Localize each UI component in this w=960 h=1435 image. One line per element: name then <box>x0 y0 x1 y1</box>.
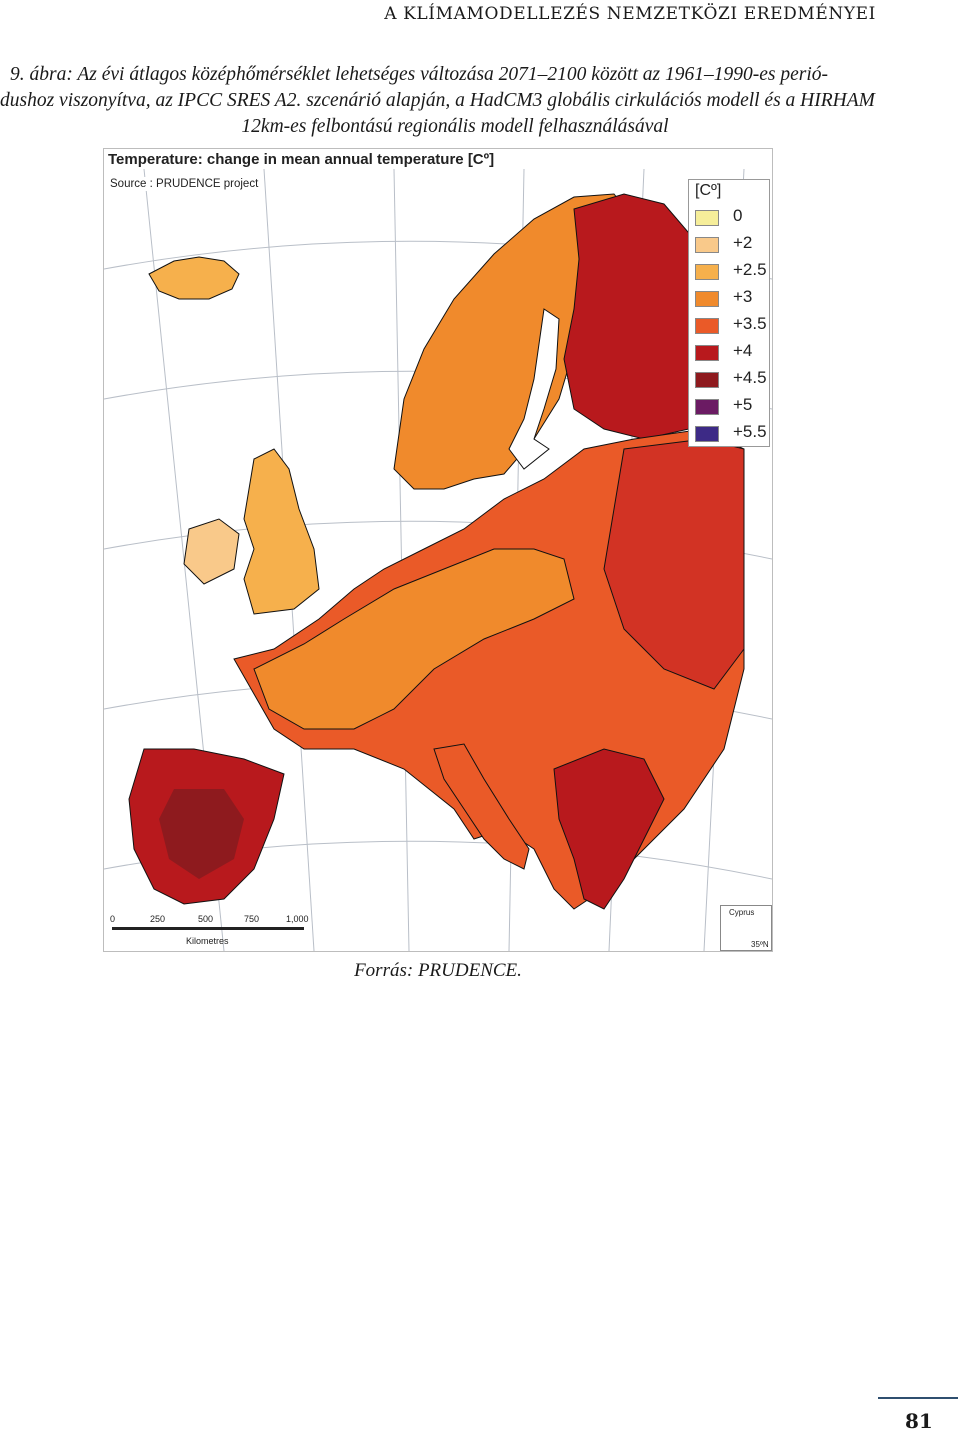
scale-tick-label: 1,000 <box>286 914 309 924</box>
scale-unit: Kilometres <box>186 936 229 946</box>
legend-item: +4 <box>695 341 769 365</box>
figure-caption: 9. ábra: Az évi átlagos középhőmérséklet… <box>0 62 875 140</box>
legend-swatch <box>695 264 719 280</box>
legend-item: +2.5 <box>695 260 769 284</box>
cyprus-inset-latitude: 35ºN <box>751 940 769 949</box>
legend-swatch <box>695 210 719 226</box>
balkans-region <box>553 748 665 910</box>
ireland-region <box>183 518 240 585</box>
page-number: 81 <box>905 1409 933 1433</box>
legend-item: 0 <box>695 206 769 230</box>
iberia-hotspot <box>159 789 244 879</box>
legend-swatch <box>695 399 719 415</box>
legend-item: +2 <box>695 233 769 257</box>
legend-swatch <box>695 372 719 388</box>
legend-swatch <box>695 291 719 307</box>
legend-label: +2 <box>733 233 753 252</box>
scale-tick-label: 750 <box>244 914 260 924</box>
western-europe-region <box>253 548 575 730</box>
temperature-change-map: Temperature: change in mean annual tempe… <box>103 148 773 952</box>
cyprus-inset: Cyprus 35ºN <box>720 905 772 951</box>
figure-source-line: Forrás: PRUDENCE. <box>354 960 522 981</box>
caption-line-3: 12km-es felbontású regionális modell fel… <box>241 116 669 137</box>
map-scale-bar: 0 250 500 750 1,000 Kilometres <box>108 914 318 950</box>
legend-label: +4.5 <box>733 368 767 387</box>
legend-label: +5.5 <box>733 422 767 441</box>
legend-swatch <box>695 318 719 334</box>
map-source: Source : PRUDENCE project <box>107 177 262 191</box>
legend-label: +4 <box>733 341 753 360</box>
italy-region <box>433 743 530 870</box>
baltic-sea <box>508 308 560 470</box>
legend-label: +2.5 <box>733 260 767 279</box>
scale-line <box>112 927 304 930</box>
great-britain-region <box>243 448 320 615</box>
caption-line-2: dushoz viszonyítva, az IPCC SRES A2. szc… <box>0 90 875 111</box>
caption-line-1: 9. ábra: Az évi átlagos középhőmérséklet… <box>10 64 828 85</box>
legend-label: +5 <box>733 395 753 414</box>
temperature-legend: [Cº] 0 +2 +2.5 +3 +3.5 +4 +4.5 <box>688 179 770 447</box>
legend-label: +3 <box>733 287 753 306</box>
legend-swatch <box>695 426 719 442</box>
legend-item: +5.5 <box>695 422 769 446</box>
legend-item: +3 <box>695 287 769 311</box>
legend-label: +3.5 <box>733 314 767 333</box>
europe-map-graphic <box>104 168 772 951</box>
legend-item: +4.5 <box>695 368 769 392</box>
cyprus-inset-label: Cyprus <box>729 908 755 917</box>
legend-swatch <box>695 237 719 253</box>
map-title: Temperature: change in mean annual tempe… <box>108 151 495 168</box>
scale-tick-label: 250 <box>150 914 166 924</box>
page-number-rule <box>878 1397 958 1399</box>
legend-swatch <box>695 345 719 361</box>
iceland-region <box>148 256 240 300</box>
legend-label: 0 <box>733 206 743 225</box>
running-head: A KLÍMAMODELLEZÉS NEMZETKÖZI EREDMÉNYEI <box>384 4 876 24</box>
scale-tick-label: 0 <box>110 914 116 924</box>
legend-item: +3.5 <box>695 314 769 338</box>
legend-unit: [Cº] <box>695 182 722 199</box>
finland-region <box>563 193 705 440</box>
scale-tick-label: 500 <box>198 914 214 924</box>
legend-item: +5 <box>695 395 769 419</box>
